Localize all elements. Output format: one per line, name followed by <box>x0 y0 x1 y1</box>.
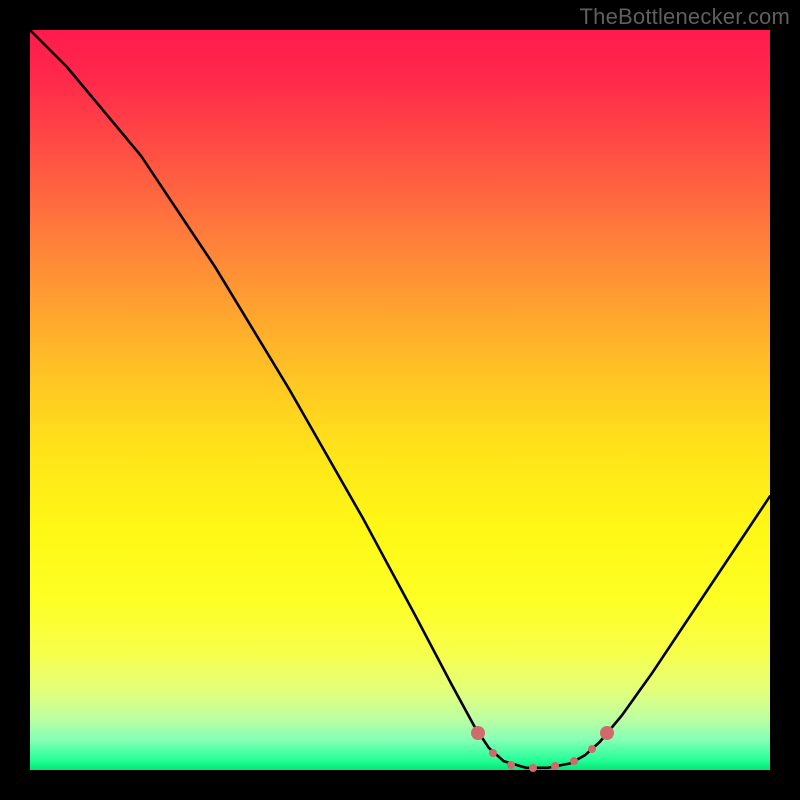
chart-frame: TheBottlenecker.com <box>0 0 800 800</box>
valley-marker <box>489 749 497 757</box>
valley-marker <box>600 726 614 740</box>
valley-marker <box>529 764 537 772</box>
watermark-text: TheBottlenecker.com <box>580 4 790 30</box>
valley-marker <box>471 726 485 740</box>
valley-marker <box>551 762 559 770</box>
valley-marker <box>507 761 515 769</box>
valley-markers-group <box>30 30 770 770</box>
valley-marker <box>570 757 578 765</box>
plot-area <box>30 30 770 770</box>
valley-marker <box>588 745 596 753</box>
